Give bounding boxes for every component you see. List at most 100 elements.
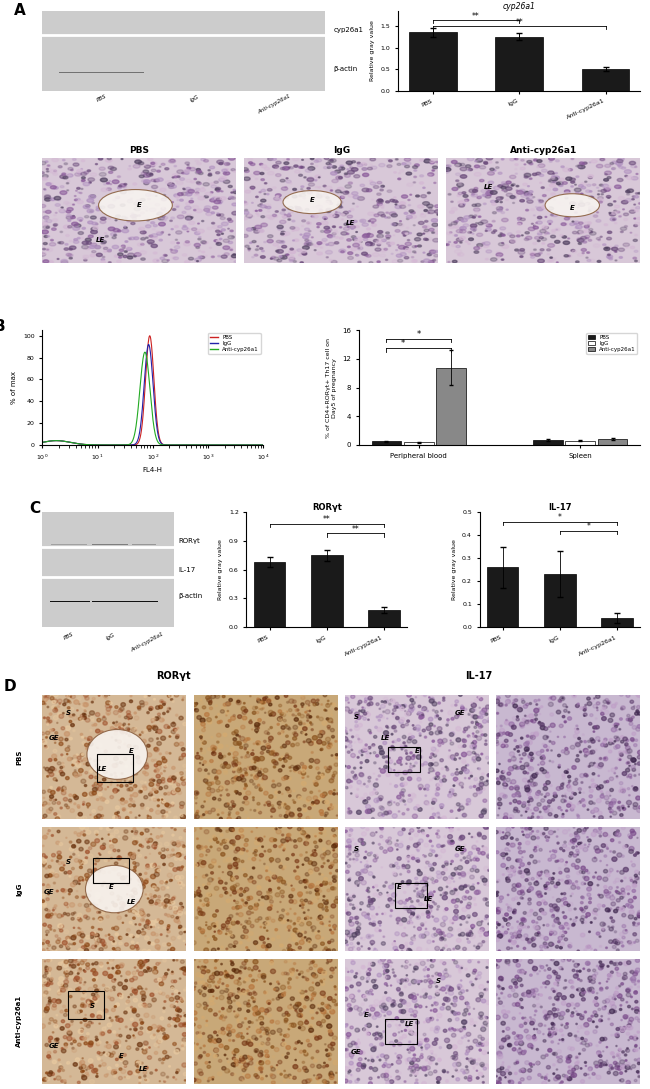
Circle shape — [111, 902, 114, 904]
Circle shape — [162, 712, 165, 714]
Circle shape — [315, 885, 320, 890]
Circle shape — [472, 928, 473, 929]
Circle shape — [238, 1061, 241, 1063]
Circle shape — [183, 928, 186, 930]
Circle shape — [239, 830, 244, 834]
Circle shape — [200, 862, 205, 868]
Circle shape — [304, 900, 307, 902]
Circle shape — [529, 752, 533, 756]
Circle shape — [522, 918, 525, 921]
Circle shape — [554, 241, 560, 243]
Circle shape — [400, 1020, 404, 1023]
Y-axis label: Relative gray value: Relative gray value — [452, 539, 456, 600]
Circle shape — [564, 902, 568, 905]
Circle shape — [297, 1014, 301, 1017]
Circle shape — [328, 1053, 332, 1056]
Circle shape — [135, 831, 138, 833]
Circle shape — [599, 1064, 601, 1066]
Circle shape — [291, 933, 295, 938]
Circle shape — [634, 196, 638, 198]
Circle shape — [108, 834, 110, 835]
Circle shape — [207, 970, 210, 972]
Circle shape — [81, 754, 84, 756]
Circle shape — [58, 699, 62, 703]
Circle shape — [60, 191, 67, 195]
Circle shape — [402, 866, 406, 869]
Circle shape — [112, 947, 115, 950]
Circle shape — [366, 785, 369, 787]
Circle shape — [242, 1080, 244, 1081]
Circle shape — [486, 1020, 489, 1023]
Circle shape — [129, 934, 133, 938]
Circle shape — [309, 816, 312, 819]
Circle shape — [367, 1010, 369, 1011]
Circle shape — [262, 700, 266, 703]
Circle shape — [179, 759, 180, 760]
Circle shape — [398, 173, 400, 174]
Circle shape — [506, 193, 512, 196]
Circle shape — [513, 958, 518, 963]
Circle shape — [539, 201, 543, 204]
Circle shape — [619, 932, 624, 937]
Circle shape — [156, 231, 160, 233]
Circle shape — [179, 178, 185, 181]
Circle shape — [422, 989, 426, 992]
Circle shape — [565, 925, 570, 928]
Circle shape — [348, 164, 351, 166]
Circle shape — [585, 825, 588, 829]
Circle shape — [439, 804, 444, 807]
Circle shape — [203, 1045, 205, 1047]
Circle shape — [278, 994, 283, 999]
Circle shape — [99, 854, 101, 855]
Circle shape — [437, 835, 440, 839]
Circle shape — [50, 871, 54, 874]
Circle shape — [463, 1072, 465, 1074]
Circle shape — [101, 870, 105, 873]
Circle shape — [354, 174, 360, 178]
Bar — [436, 368, 466, 445]
Circle shape — [436, 161, 438, 162]
Circle shape — [580, 918, 584, 921]
Circle shape — [564, 868, 569, 872]
Circle shape — [599, 945, 602, 947]
Circle shape — [380, 248, 387, 253]
Circle shape — [162, 857, 163, 858]
Circle shape — [476, 233, 483, 236]
Circle shape — [307, 1043, 311, 1047]
Circle shape — [532, 920, 535, 922]
Circle shape — [241, 989, 245, 992]
Circle shape — [509, 760, 510, 761]
Circle shape — [387, 959, 391, 963]
Circle shape — [556, 898, 561, 903]
Circle shape — [70, 241, 72, 242]
Circle shape — [207, 228, 212, 230]
Circle shape — [248, 1038, 253, 1042]
Circle shape — [469, 981, 472, 983]
Circle shape — [174, 743, 179, 746]
Circle shape — [596, 237, 601, 240]
Circle shape — [164, 976, 166, 978]
Circle shape — [417, 869, 420, 872]
Circle shape — [347, 842, 352, 845]
Circle shape — [79, 877, 83, 881]
Circle shape — [101, 749, 103, 750]
Circle shape — [305, 208, 309, 210]
Circle shape — [44, 891, 46, 893]
Circle shape — [405, 749, 407, 751]
Circle shape — [603, 905, 605, 907]
Circle shape — [458, 987, 460, 988]
Circle shape — [519, 851, 523, 854]
Circle shape — [89, 1065, 94, 1068]
Circle shape — [550, 907, 553, 910]
Circle shape — [257, 891, 262, 895]
Circle shape — [578, 1053, 580, 1054]
Circle shape — [254, 809, 256, 811]
Circle shape — [528, 1043, 533, 1048]
Circle shape — [61, 915, 64, 917]
Circle shape — [478, 696, 480, 698]
Circle shape — [451, 891, 453, 892]
Circle shape — [159, 992, 162, 994]
Circle shape — [150, 809, 153, 811]
Circle shape — [619, 870, 624, 874]
Circle shape — [55, 204, 60, 206]
